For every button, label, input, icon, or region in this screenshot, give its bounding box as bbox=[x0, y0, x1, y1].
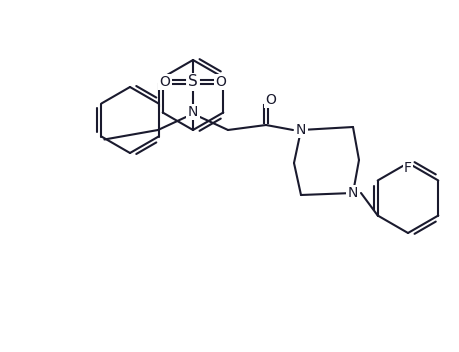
Text: O: O bbox=[160, 75, 170, 89]
Text: N: N bbox=[188, 105, 198, 119]
Text: N: N bbox=[296, 123, 306, 137]
Text: O: O bbox=[216, 75, 226, 89]
Text: F: F bbox=[404, 161, 412, 175]
Text: O: O bbox=[266, 93, 276, 107]
Text: N: N bbox=[348, 186, 358, 200]
Text: S: S bbox=[188, 75, 198, 89]
